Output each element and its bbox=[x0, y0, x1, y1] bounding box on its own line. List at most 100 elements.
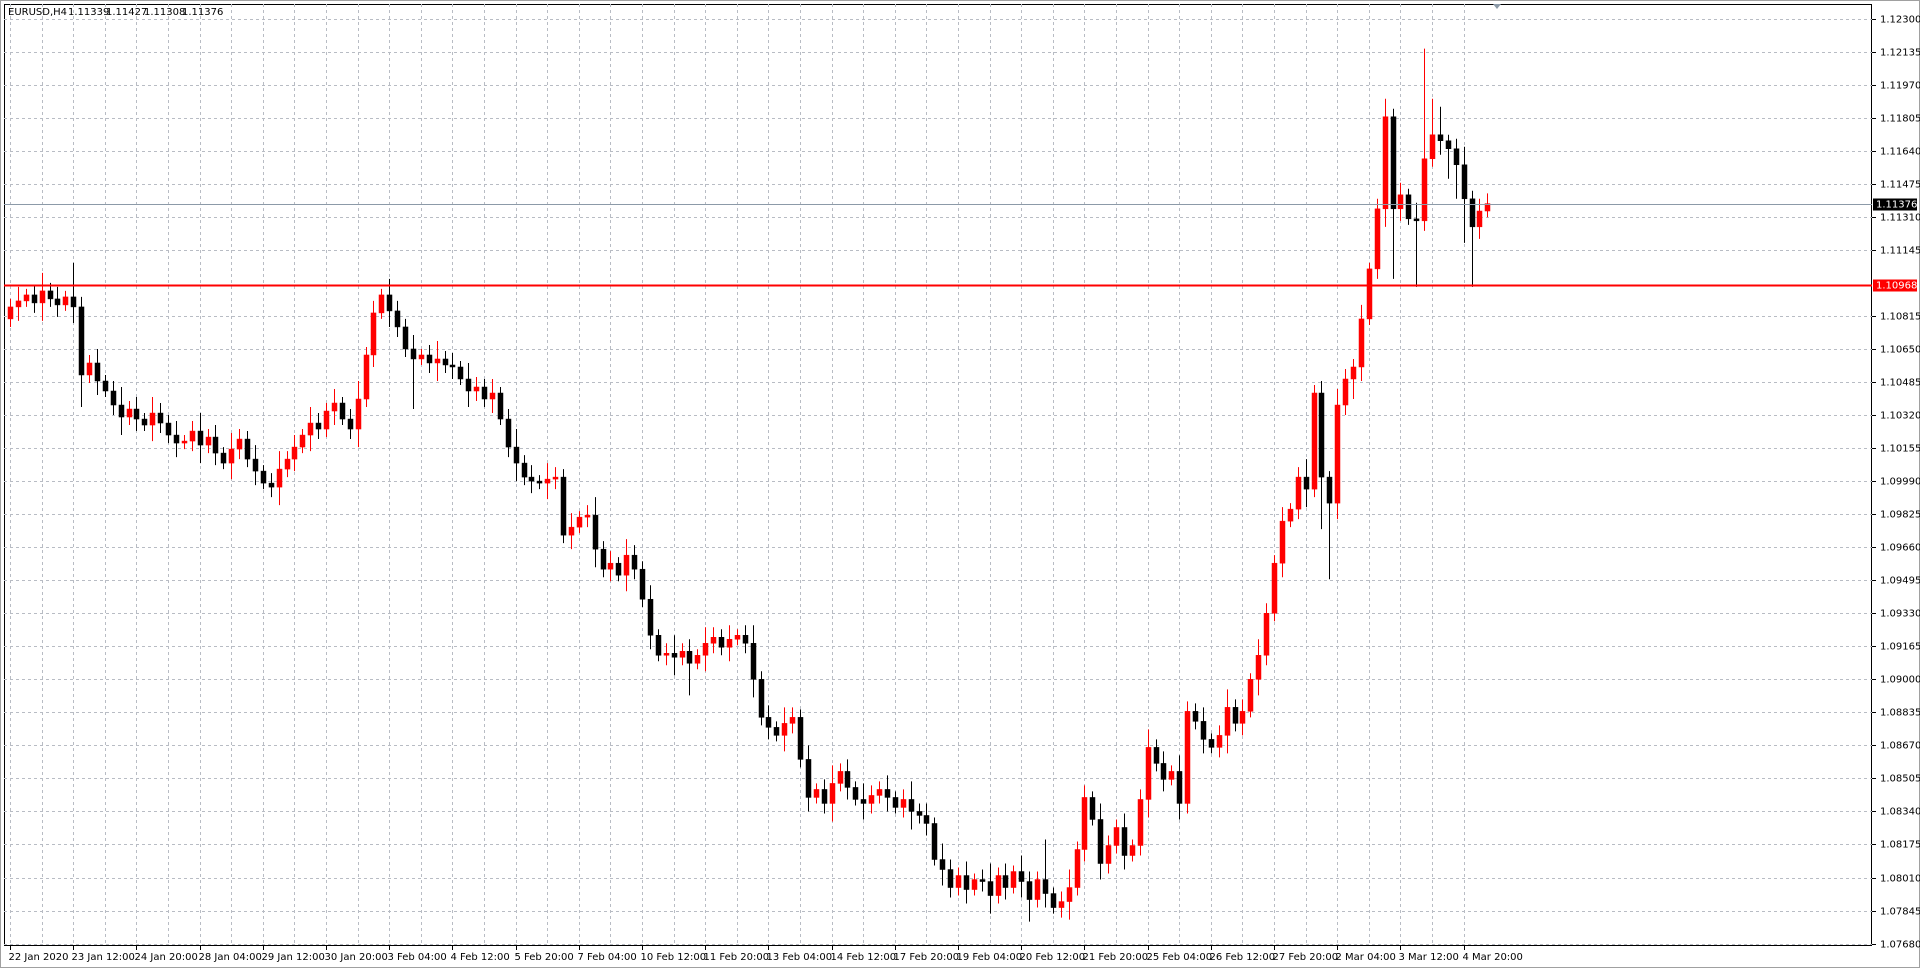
candle-body bbox=[1405, 194, 1412, 220]
candle-body bbox=[1287, 508, 1294, 522]
candle-body bbox=[402, 326, 409, 350]
candle-body bbox=[268, 482, 275, 488]
candle-body bbox=[1445, 140, 1452, 150]
candle-body bbox=[884, 789, 891, 798]
candle-body bbox=[1034, 879, 1041, 900]
candle-body bbox=[995, 875, 1002, 896]
candle-body bbox=[805, 759, 812, 798]
candle-body bbox=[1042, 879, 1049, 894]
candle-body bbox=[955, 875, 962, 888]
y-tick-label: 1.09990 bbox=[1880, 477, 1920, 488]
header-high: 1.11427 bbox=[106, 7, 147, 18]
candle-body bbox=[694, 655, 701, 664]
candle-body bbox=[78, 306, 85, 376]
candle-body bbox=[157, 412, 164, 424]
candle-body bbox=[1374, 208, 1381, 270]
candle-body bbox=[868, 795, 875, 804]
candle-body bbox=[797, 717, 804, 760]
y-tick-label: 1.10155 bbox=[1880, 444, 1920, 455]
candle-body bbox=[1232, 707, 1239, 724]
x-tick-label: 29 Jan 12:00 bbox=[262, 952, 325, 963]
candle-body bbox=[1469, 198, 1476, 228]
candle-body bbox=[584, 514, 591, 518]
x-tick-label: 4 Mar 20:00 bbox=[1463, 952, 1523, 963]
candle-body bbox=[165, 422, 172, 436]
candle-body bbox=[789, 717, 796, 724]
candle-body bbox=[876, 789, 883, 796]
x-tick-label: 25 Feb 04:00 bbox=[1147, 952, 1213, 963]
header-close: 1.11376 bbox=[182, 7, 223, 18]
symbol-label: EURUSD,H4 bbox=[8, 7, 67, 18]
candle-body bbox=[434, 358, 441, 364]
candle-body bbox=[126, 408, 133, 418]
candle-body bbox=[521, 462, 528, 478]
chart-header: EURUSD,H4 1.11339 1.11427 1.11308 1.1137… bbox=[8, 7, 223, 18]
y-tick-label: 1.08505 bbox=[1880, 774, 1920, 785]
candle-body bbox=[31, 294, 38, 304]
candle-body bbox=[149, 412, 156, 426]
candle-body bbox=[765, 717, 772, 728]
candle-body bbox=[1066, 887, 1073, 902]
candle-body bbox=[197, 430, 204, 446]
candle-body bbox=[1153, 747, 1160, 764]
x-tick-label: 11 Feb 20:00 bbox=[704, 952, 770, 963]
x-tick-label: 5 Feb 20:00 bbox=[515, 952, 574, 963]
candle-body bbox=[600, 548, 607, 570]
candle-body bbox=[1137, 799, 1144, 846]
candle-body bbox=[844, 771, 851, 788]
candle-body bbox=[1129, 845, 1136, 856]
candle-body bbox=[1018, 871, 1025, 882]
candle-body bbox=[473, 386, 480, 392]
candle-body bbox=[979, 879, 986, 882]
candle-body bbox=[331, 402, 338, 412]
candle-body bbox=[1421, 158, 1428, 222]
candle-body bbox=[70, 296, 77, 308]
candle-body bbox=[205, 436, 212, 446]
candle-body bbox=[963, 875, 970, 890]
candle-body bbox=[1413, 218, 1420, 222]
y-tick-label: 1.11640 bbox=[1880, 147, 1920, 158]
candle-body bbox=[1279, 520, 1286, 564]
candle-body bbox=[1176, 771, 1183, 804]
y-tick-label: 1.09825 bbox=[1880, 510, 1920, 521]
candle-body bbox=[852, 787, 859, 800]
candle-body bbox=[1429, 134, 1436, 160]
x-tick-label: 3 Feb 04:00 bbox=[388, 952, 447, 963]
candle-body bbox=[639, 568, 646, 600]
candle-body bbox=[742, 635, 749, 644]
candle-body bbox=[1326, 476, 1333, 504]
candle-body bbox=[1089, 797, 1096, 820]
candle-body bbox=[671, 653, 678, 658]
candle-body bbox=[647, 598, 654, 636]
x-tick-label: 2 Mar 04:00 bbox=[1336, 952, 1396, 963]
candle-body bbox=[536, 480, 543, 484]
candle-body bbox=[102, 380, 109, 392]
x-tick-label: 13 Feb 04:00 bbox=[767, 952, 833, 963]
candle-body bbox=[370, 312, 377, 356]
candle-body bbox=[457, 366, 464, 380]
candle-body bbox=[1318, 392, 1325, 478]
candle-body bbox=[1382, 116, 1389, 210]
candle-body bbox=[1113, 827, 1120, 846]
candle-body bbox=[1295, 476, 1302, 510]
candle-body bbox=[276, 468, 283, 488]
x-tick-label: 30 Jan 20:00 bbox=[325, 952, 388, 963]
candle-body bbox=[679, 651, 686, 658]
candle-body bbox=[465, 378, 472, 392]
candle-body bbox=[813, 789, 820, 798]
y-tick-label: 1.09000 bbox=[1880, 675, 1920, 686]
candle-body bbox=[426, 354, 433, 364]
candle-body bbox=[1437, 134, 1444, 141]
candle-body bbox=[418, 354, 425, 360]
candle-body bbox=[781, 723, 788, 736]
x-tick-label: 26 Feb 12:00 bbox=[1210, 952, 1276, 963]
candle-body bbox=[1390, 116, 1397, 210]
candle-body bbox=[1026, 881, 1033, 900]
candle-body bbox=[7, 306, 14, 320]
candle-body bbox=[47, 290, 54, 300]
candle-body bbox=[1002, 875, 1009, 888]
y-tick-label: 1.09660 bbox=[1880, 543, 1920, 554]
candle-body bbox=[23, 294, 30, 302]
candle-body bbox=[1263, 612, 1270, 656]
candle-body bbox=[931, 823, 938, 860]
